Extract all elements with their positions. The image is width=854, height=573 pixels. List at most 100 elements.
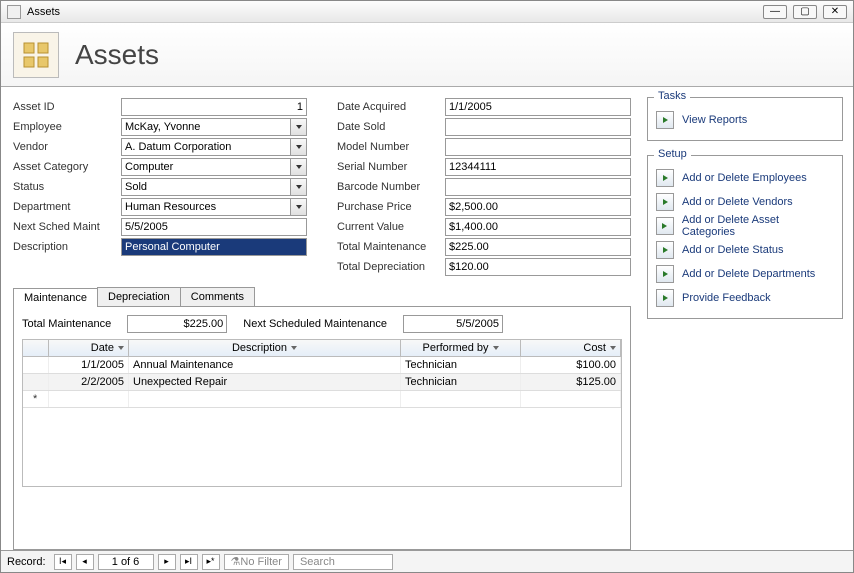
- grid-row[interactable]: 2/2/2005 Unexpected Repair Technician $1…: [23, 374, 621, 391]
- form-area: Asset ID1 EmployeeMcKay, Yvonne VendorA.…: [1, 87, 643, 550]
- arrow-icon: [656, 193, 674, 211]
- cell-cost[interactable]: $100.00: [521, 357, 621, 373]
- category-label: Asset Category: [13, 161, 121, 173]
- assets-icon: [13, 32, 59, 78]
- nav-prev-button[interactable]: ◂: [76, 554, 94, 570]
- right-column: Date Acquired1/1/2005 Date Sold Model Nu…: [337, 97, 631, 277]
- barcode-label: Barcode Number: [337, 181, 445, 193]
- next-maint-field[interactable]: 5/5/2005: [121, 218, 307, 236]
- nav-next-button[interactable]: ▸: [158, 554, 176, 570]
- tab-comments[interactable]: Comments: [180, 287, 255, 306]
- current-value-field[interactable]: $1,400.00: [445, 218, 631, 236]
- left-column: Asset ID1 EmployeeMcKay, Yvonne VendorA.…: [13, 97, 307, 277]
- cell-description[interactable]: Annual Maintenance: [129, 357, 401, 373]
- add-delete-categories-link[interactable]: Add or Delete Asset Categories: [656, 214, 834, 238]
- col-description[interactable]: Description: [129, 340, 401, 356]
- total-maint-field[interactable]: $225.00: [445, 238, 631, 256]
- cell-performed-by[interactable]: Technician: [401, 357, 521, 373]
- nav-new-button[interactable]: ▸*: [202, 554, 220, 570]
- next-maint-summary-field: 5/5/2005: [403, 315, 503, 333]
- total-maint-summary-label: Total Maintenance: [22, 318, 111, 330]
- provide-feedback-link[interactable]: Provide Feedback: [656, 286, 834, 310]
- minimize-button[interactable]: —: [763, 5, 787, 19]
- setup-group-title: Setup: [654, 148, 691, 160]
- category-field[interactable]: Computer: [121, 158, 307, 176]
- category-dropdown-icon[interactable]: [290, 159, 306, 175]
- new-row-indicator: [23, 391, 49, 407]
- filter-button[interactable]: ⚗ No Filter: [224, 554, 289, 570]
- grid-row[interactable]: 1/1/2005 Annual Maintenance Technician $…: [23, 357, 621, 374]
- status-dropdown-icon[interactable]: [290, 179, 306, 195]
- employee-label: Employee: [13, 121, 121, 133]
- setup-group: Setup Add or Delete Employees Add or Del…: [647, 155, 843, 319]
- purchase-price-field[interactable]: $2,500.00: [445, 198, 631, 216]
- window-title: Assets: [27, 6, 60, 18]
- row-selector[interactable]: [23, 374, 49, 390]
- serial-number-label: Serial Number: [337, 161, 445, 173]
- row-selector[interactable]: [23, 357, 49, 373]
- department-field[interactable]: Human Resources: [121, 198, 307, 216]
- page-title: Assets: [75, 39, 159, 71]
- record-position: 1 of 6: [98, 554, 154, 570]
- grid-selector-header[interactable]: [23, 340, 49, 356]
- tab-maintenance[interactable]: Maintenance: [13, 288, 98, 307]
- tab-body: Total Maintenance $225.00 Next Scheduled…: [13, 307, 631, 550]
- arrow-icon: [656, 169, 674, 187]
- form-fields: Asset ID1 EmployeeMcKay, Yvonne VendorA.…: [13, 97, 631, 277]
- nav-first-button[interactable]: I◂: [54, 554, 72, 570]
- arrow-icon: [656, 111, 674, 129]
- tab-strip: Maintenance Depreciation Comments: [13, 287, 631, 307]
- current-value-label: Current Value: [337, 221, 445, 233]
- description-field[interactable]: Personal Computer: [121, 238, 307, 256]
- department-label: Department: [13, 201, 121, 213]
- grid-body: 1/1/2005 Annual Maintenance Technician $…: [22, 357, 622, 487]
- cell-cost[interactable]: $125.00: [521, 374, 621, 390]
- add-delete-status-link[interactable]: Add or Delete Status: [656, 238, 834, 262]
- next-maint-label: Next Sched Maint: [13, 221, 121, 233]
- arrow-icon: [656, 217, 674, 235]
- titlebar: Assets — ▢ ✕: [1, 1, 853, 23]
- total-maint-summary-field: $225.00: [127, 315, 227, 333]
- cell-date[interactable]: 1/1/2005: [49, 357, 129, 373]
- date-sold-field[interactable]: [445, 118, 631, 136]
- barcode-field[interactable]: [445, 178, 631, 196]
- col-date[interactable]: Date: [49, 340, 129, 356]
- vendor-dropdown-icon[interactable]: [290, 139, 306, 155]
- maintenance-grid: Date Description Performed by Cost 1/1/2…: [22, 339, 622, 541]
- total-depr-field[interactable]: $120.00: [445, 258, 631, 276]
- employee-dropdown-icon[interactable]: [290, 119, 306, 135]
- asset-id-label: Asset ID: [13, 101, 121, 113]
- search-input[interactable]: Search: [293, 554, 393, 570]
- status-field[interactable]: Sold: [121, 178, 307, 196]
- col-cost[interactable]: Cost: [521, 340, 621, 356]
- nav-last-button[interactable]: ▸I: [180, 554, 198, 570]
- status-label: Status: [13, 181, 121, 193]
- asset-id-field[interactable]: 1: [121, 98, 307, 116]
- tab-depreciation[interactable]: Depreciation: [97, 287, 181, 306]
- date-acquired-label: Date Acquired: [337, 101, 445, 113]
- arrow-icon: [656, 289, 674, 307]
- add-delete-vendors-link[interactable]: Add or Delete Vendors: [656, 190, 834, 214]
- vendor-field[interactable]: A. Datum Corporation: [121, 138, 307, 156]
- serial-number-field[interactable]: 12344111: [445, 158, 631, 176]
- department-dropdown-icon[interactable]: [290, 199, 306, 215]
- description-label: Description: [13, 241, 121, 253]
- tasks-group: Tasks View Reports: [647, 97, 843, 141]
- view-reports-link[interactable]: View Reports: [656, 108, 834, 132]
- model-number-field[interactable]: [445, 138, 631, 156]
- close-button[interactable]: ✕: [823, 5, 847, 19]
- grid-new-row[interactable]: [23, 391, 621, 408]
- form-header: Assets: [1, 23, 853, 87]
- sidebar: Tasks View Reports Setup Add or Delete E…: [643, 87, 853, 550]
- maximize-button[interactable]: ▢: [793, 5, 817, 19]
- tasks-group-title: Tasks: [654, 90, 690, 102]
- employee-field[interactable]: McKay, Yvonne: [121, 118, 307, 136]
- cell-date[interactable]: 2/2/2005: [49, 374, 129, 390]
- date-acquired-field[interactable]: 1/1/2005: [445, 98, 631, 116]
- add-delete-departments-link[interactable]: Add or Delete Departments: [656, 262, 834, 286]
- cell-description[interactable]: Unexpected Repair: [129, 374, 401, 390]
- add-delete-employees-link[interactable]: Add or Delete Employees: [656, 166, 834, 190]
- cell-performed-by[interactable]: Technician: [401, 374, 521, 390]
- window: Assets — ▢ ✕ Assets Asset ID1 EmployeeMc…: [0, 0, 854, 573]
- col-performed-by[interactable]: Performed by: [401, 340, 521, 356]
